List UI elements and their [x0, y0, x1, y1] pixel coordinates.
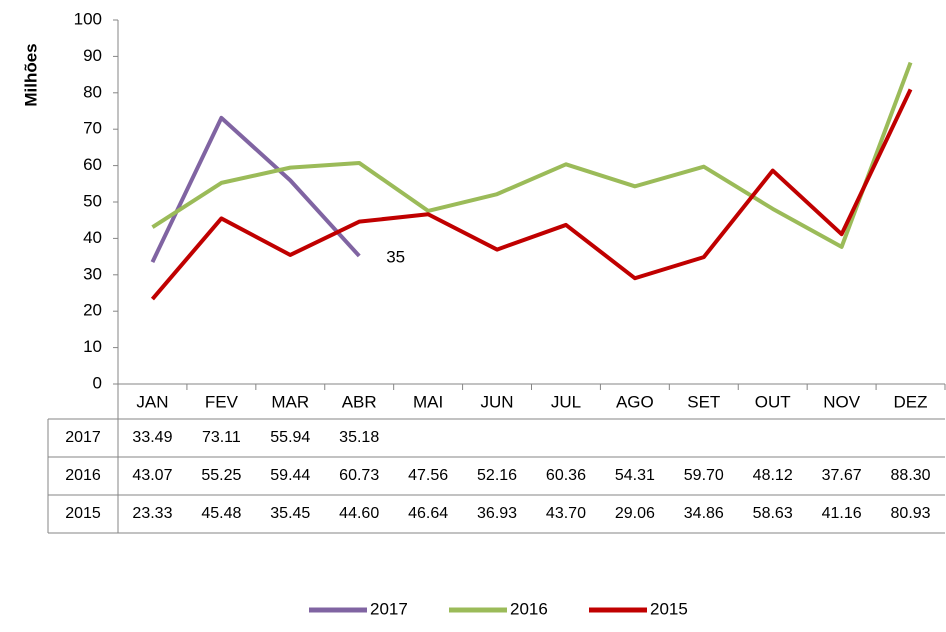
y-tick-label: 0 — [93, 373, 102, 392]
table-cell: 45.48 — [201, 505, 241, 522]
table-cell: 73.11 — [202, 429, 241, 446]
y-axis-title: Milhões — [21, 43, 40, 106]
y-tick-label: 70 — [83, 119, 102, 138]
y-tick-label: 100 — [74, 9, 102, 28]
table-cell: 55.25 — [201, 467, 241, 484]
x-tick-label: SET — [687, 392, 720, 411]
table-row-header: 2017 — [65, 429, 101, 446]
table-cell: 58.63 — [753, 505, 793, 522]
x-tick-label: NOV — [823, 392, 861, 411]
x-tick-label: JAN — [136, 392, 168, 411]
x-tick-label: MAI — [413, 392, 443, 411]
table-cell: 59.44 — [270, 467, 310, 484]
data-label: 35 — [386, 247, 405, 266]
y-tick-label: 50 — [83, 191, 102, 210]
x-tick-label: OUT — [755, 392, 791, 411]
table-cell: 48.12 — [753, 467, 793, 484]
table-cell: 47.56 — [408, 467, 448, 484]
table-row-header: 2015 — [65, 505, 101, 522]
series-line — [151, 61, 913, 249]
table-cell: 54.31 — [615, 467, 655, 484]
table-cell: 59.70 — [684, 467, 724, 484]
x-tick-label: FEV — [205, 392, 239, 411]
x-tick-label: AGO — [616, 392, 654, 411]
table-cell: 34.86 — [684, 505, 724, 522]
table-cell: 37.67 — [822, 467, 862, 484]
table-cell: 35.18 — [339, 429, 379, 446]
legend-label: 2016 — [510, 599, 548, 618]
x-tick-label: JUL — [551, 392, 581, 411]
series-line — [150, 115, 361, 263]
table-cell: 23.33 — [132, 505, 172, 522]
table-cell: 46.64 — [408, 505, 448, 522]
x-tick-label: ABR — [342, 392, 377, 411]
y-tick-label: 40 — [83, 228, 102, 247]
y-tick-label: 30 — [83, 264, 102, 283]
table-cell: 36.93 — [477, 505, 517, 522]
table-cell: 35.45 — [270, 505, 310, 522]
y-tick-label: 10 — [83, 337, 102, 356]
x-tick-label: DEZ — [894, 392, 928, 411]
y-tick-label: 90 — [83, 46, 102, 65]
table-cell: 33.49 — [132, 429, 172, 446]
y-tick-label: 80 — [83, 82, 102, 101]
y-tick-label: 20 — [83, 301, 102, 320]
table-row-header: 2016 — [65, 467, 101, 484]
table-cell: 88.30 — [891, 467, 931, 484]
table-cell: 80.93 — [891, 505, 931, 522]
x-tick-label: JUN — [481, 392, 514, 411]
table-cell: 55.94 — [270, 429, 310, 446]
x-tick-label: MAR — [271, 392, 309, 411]
table-cell: 60.36 — [546, 467, 586, 484]
table-cell: 29.06 — [615, 505, 655, 522]
table-cell: 43.70 — [546, 505, 586, 522]
table-cell: 52.16 — [477, 467, 517, 484]
y-tick-label: 60 — [83, 155, 102, 174]
table-cell: 60.73 — [339, 467, 379, 484]
table-cell: 41.16 — [822, 505, 862, 522]
legend-label: 2015 — [650, 599, 688, 618]
table-cell: 43.07 — [132, 467, 172, 484]
table-cell: 44.60 — [339, 505, 379, 522]
legend-label: 2017 — [370, 599, 408, 618]
series-line — [150, 88, 913, 301]
